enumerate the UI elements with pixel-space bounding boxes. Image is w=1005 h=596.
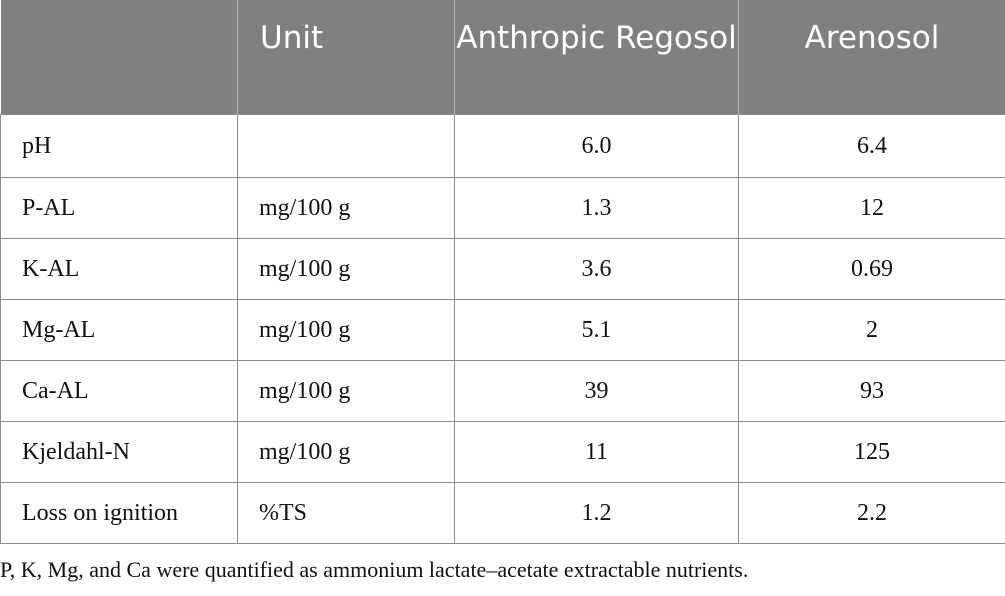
row-arenosol-value: 2.2 bbox=[738, 482, 1005, 544]
row-anthropic-regosol-value: 1.3 bbox=[454, 177, 739, 239]
table-footnote: P, K, Mg, and Ca were quantified as ammo… bbox=[0, 557, 749, 582]
row-arenosol-value: 2 bbox=[738, 299, 1005, 361]
row-anthropic-regosol-value: 11 bbox=[454, 421, 739, 483]
row-anthropic-regosol-value: 39 bbox=[454, 360, 739, 422]
row-unit bbox=[237, 114, 455, 178]
header-parameter bbox=[0, 0, 238, 115]
table-row: Kjeldahl-N mg/100 g 11 125 bbox=[0, 421, 1005, 483]
row-arenosol-value: 0.69 bbox=[738, 238, 1005, 300]
row-arenosol-value: 6.4 bbox=[738, 114, 1005, 178]
soil-properties-table: Unit Anthropic Regosol Arenosol pH 6.0 6… bbox=[0, 0, 1005, 544]
table-row: P-AL mg/100 g 1.3 12 bbox=[0, 177, 1005, 239]
row-parameter: Mg-AL bbox=[0, 299, 238, 361]
row-anthropic-regosol-value: 1.2 bbox=[454, 482, 739, 544]
row-arenosol-value: 12 bbox=[738, 177, 1005, 239]
row-anthropic-regosol-value: 6.0 bbox=[454, 114, 739, 178]
header-arenosol: Arenosol bbox=[738, 0, 1005, 115]
header-anthropic-regosol: Anthropic Regosol bbox=[454, 0, 739, 115]
row-unit: mg/100 g bbox=[237, 177, 455, 239]
row-parameter: P-AL bbox=[0, 177, 238, 239]
row-parameter: pH bbox=[0, 114, 238, 178]
row-unit: %TS bbox=[237, 482, 455, 544]
row-anthropic-regosol-value: 5.1 bbox=[454, 299, 739, 361]
row-anthropic-regosol-value: 3.6 bbox=[454, 238, 739, 300]
header-row: Unit Anthropic Regosol Arenosol bbox=[0, 0, 1005, 115]
table-header: Unit Anthropic Regosol Arenosol bbox=[0, 0, 1005, 115]
header-unit: Unit bbox=[237, 0, 455, 115]
table-body: pH 6.0 6.4 P-AL mg/100 g 1.3 12 K-AL mg/… bbox=[0, 114, 1005, 544]
row-unit: mg/100 g bbox=[237, 421, 455, 483]
row-unit: mg/100 g bbox=[237, 238, 455, 300]
row-parameter: Kjeldahl-N bbox=[0, 421, 238, 483]
row-parameter: K-AL bbox=[0, 238, 238, 300]
row-parameter: Loss on ignition bbox=[0, 482, 238, 544]
row-parameter: Ca-AL bbox=[0, 360, 238, 422]
table-row: K-AL mg/100 g 3.6 0.69 bbox=[0, 238, 1005, 300]
table-row: pH 6.0 6.4 bbox=[0, 114, 1005, 178]
table-row: Mg-AL mg/100 g 5.1 2 bbox=[0, 299, 1005, 361]
row-arenosol-value: 93 bbox=[738, 360, 1005, 422]
table-row: Loss on ignition %TS 1.2 2.2 bbox=[0, 482, 1005, 544]
table-row: Ca-AL mg/100 g 39 93 bbox=[0, 360, 1005, 422]
row-unit: mg/100 g bbox=[237, 360, 455, 422]
row-arenosol-value: 125 bbox=[738, 421, 1005, 483]
row-unit: mg/100 g bbox=[237, 299, 455, 361]
